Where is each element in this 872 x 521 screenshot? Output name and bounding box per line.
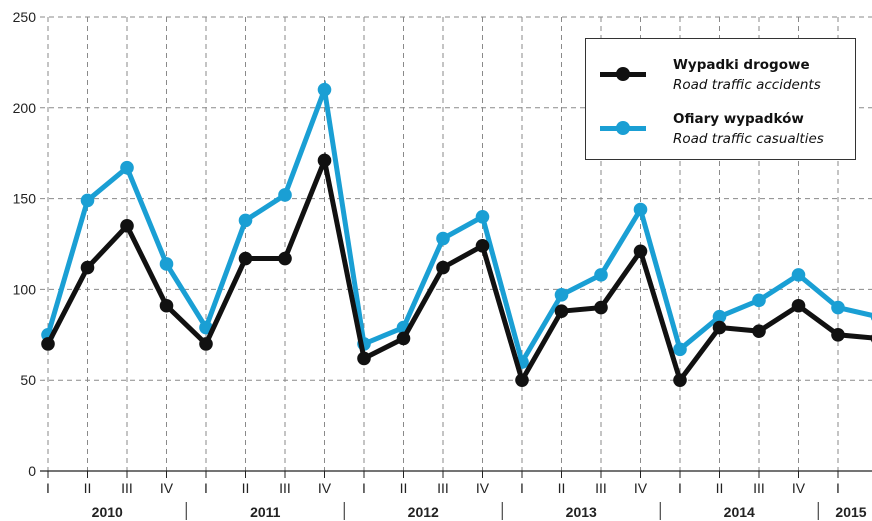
data-point xyxy=(752,293,766,308)
legend-text-casualties: Ofiary wypadków Road traffic casualties xyxy=(673,109,824,149)
data-point xyxy=(41,337,55,351)
data-point xyxy=(396,331,411,346)
x-tick-label: IV xyxy=(318,480,332,496)
x-tick-label: IV xyxy=(476,480,490,496)
data-point xyxy=(475,239,490,253)
data-point xyxy=(594,268,608,282)
y-tick-label: 0 xyxy=(28,463,36,479)
data-point xyxy=(791,268,806,282)
year-label: 2012 xyxy=(408,504,439,520)
legend-sublabel-casualties: Road traffic casualties xyxy=(673,131,824,147)
x-tick-label: I xyxy=(520,480,524,496)
data-point xyxy=(159,298,174,313)
legend-sublabel-accidents: Road traffic accidents xyxy=(673,77,821,93)
year-label: 2013 xyxy=(566,504,597,520)
data-point xyxy=(831,328,845,342)
x-tick-label: I xyxy=(678,480,682,496)
y-tick-label: 250 xyxy=(13,9,37,25)
series-line xyxy=(45,79,872,369)
x-tick-label: I xyxy=(204,480,208,496)
year-label: 2011 xyxy=(250,504,281,520)
data-point xyxy=(633,244,648,259)
x-tick-label: II xyxy=(242,480,250,496)
year-label: 2014 xyxy=(724,504,755,520)
x-tick-label: I xyxy=(46,480,50,496)
series-casualties xyxy=(41,79,872,369)
year-label: 2010 xyxy=(92,504,123,520)
series-layer xyxy=(41,79,872,388)
legend-item-accidents: Wypadki drogowe Road traffic accidents xyxy=(586,53,855,97)
grid xyxy=(40,16,872,471)
data-point xyxy=(554,304,569,318)
y-tick-label: 50 xyxy=(20,372,36,388)
legend: Wypadki drogowe Road traffic accidents O… xyxy=(585,38,856,160)
x-tick-label: III xyxy=(121,480,133,496)
year-label: 2015 xyxy=(835,504,866,520)
data-point xyxy=(436,260,450,275)
data-point xyxy=(357,351,371,366)
data-point xyxy=(594,300,608,315)
x-tick-label: II xyxy=(84,480,92,496)
data-point xyxy=(317,82,332,97)
data-point xyxy=(238,213,253,228)
legend-label-casualties: Ofiary wypadków xyxy=(673,111,804,127)
data-point xyxy=(317,153,332,168)
data-point xyxy=(120,219,134,233)
axes xyxy=(40,470,872,520)
y-tick-label: 200 xyxy=(13,100,37,116)
series-line xyxy=(45,151,872,387)
data-point xyxy=(831,300,845,315)
x-tick-label: III xyxy=(437,480,449,496)
x-tick-label: IV xyxy=(160,480,174,496)
data-point xyxy=(278,251,292,266)
data-point xyxy=(554,288,569,302)
data-point xyxy=(80,260,95,275)
legend-swatch-accidents xyxy=(600,67,646,81)
x-tick-label: III xyxy=(279,480,291,496)
x-tick-label: IV xyxy=(792,480,806,496)
data-point xyxy=(475,209,490,224)
legend-swatch-casualties xyxy=(600,121,646,135)
y-tick-label: 100 xyxy=(13,281,37,297)
data-point xyxy=(791,298,806,313)
x-tick-label: II xyxy=(400,480,408,496)
data-point xyxy=(199,337,213,351)
data-point xyxy=(80,193,95,208)
x-tick-label: II xyxy=(716,480,724,496)
data-point xyxy=(159,257,174,271)
series-accidents xyxy=(41,151,872,388)
y-tick-label: 150 xyxy=(13,191,37,207)
data-point xyxy=(278,188,292,202)
data-point xyxy=(752,324,766,338)
legend-item-casualties: Ofiary wypadków Road traffic casualties xyxy=(586,107,855,151)
data-point xyxy=(673,342,687,357)
data-point xyxy=(712,320,727,335)
legend-dot-accidents xyxy=(616,67,630,81)
x-tick-label: IV xyxy=(634,480,648,496)
data-point xyxy=(436,231,450,246)
legend-dot-casualties xyxy=(616,121,630,135)
x-tick-label: II xyxy=(558,480,566,496)
x-tick-label: I xyxy=(362,480,366,496)
x-tick-label: I xyxy=(836,480,840,496)
data-point xyxy=(673,373,687,388)
data-point xyxy=(515,373,529,388)
data-point xyxy=(633,202,648,217)
data-point xyxy=(712,309,727,324)
data-point xyxy=(238,251,253,266)
x-tick-label: III xyxy=(753,480,765,496)
legend-text-accidents: Wypadki drogowe Road traffic accidents xyxy=(673,55,821,95)
data-point xyxy=(120,160,134,175)
legend-label-accidents: Wypadki drogowe xyxy=(673,57,810,73)
x-tick-label: III xyxy=(595,480,607,496)
